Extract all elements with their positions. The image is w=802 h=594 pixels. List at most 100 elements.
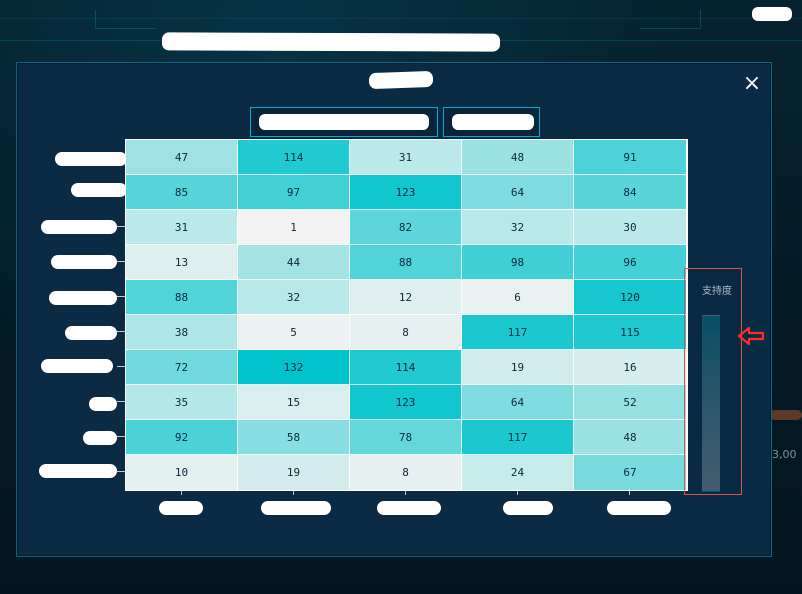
heatmap-cell: 64 xyxy=(462,175,574,210)
y-axis-tick xyxy=(117,331,125,332)
heatmap-cell: 67 xyxy=(574,455,686,490)
y-axis-tick xyxy=(117,401,125,402)
heatmap-cell: 24 xyxy=(462,455,574,490)
heatmap-cell: 38 xyxy=(126,315,238,350)
tab-label-redaction xyxy=(452,114,534,130)
heatmap-cell: 96 xyxy=(574,245,686,280)
heatmap-cell: 32 xyxy=(238,280,350,315)
y-axis-label-redaction xyxy=(41,220,117,234)
heatmap-cell: 31 xyxy=(126,210,238,245)
y-axis-tick xyxy=(117,471,125,472)
close-icon: × xyxy=(742,71,762,96)
heatmap-cell: 5 xyxy=(238,315,350,350)
heatmap-grid: 47 114 31 48 91 85 97 123 64 84 31 1 82 32 30 13 44 88 98 9… xyxy=(125,139,688,491)
background-bracket xyxy=(640,10,701,29)
heatmap-cell: 92 xyxy=(126,420,238,455)
y-axis-label-redaction xyxy=(55,152,127,166)
y-axis-label-redaction xyxy=(89,397,117,411)
y-axis-label-redaction xyxy=(65,326,117,340)
modal-title-redaction xyxy=(368,70,434,90)
heatmap-modal: × 47 114 31 48 91 85 97 123 64 84 31 1 82 32 30 13 44 88 9… xyxy=(16,62,772,557)
y-axis-label-redaction xyxy=(41,359,113,373)
heatmap-cell: 85 xyxy=(126,175,238,210)
heatmap-cell: 15 xyxy=(238,385,350,420)
heatmap-cell: 64 xyxy=(462,385,574,420)
heatmap-cell: 98 xyxy=(462,245,574,280)
heatmap-cell: 44 xyxy=(238,245,350,280)
heatmap-cell: 88 xyxy=(350,245,462,280)
x-axis-tick xyxy=(405,489,406,495)
heatmap-cell: 1 xyxy=(238,210,350,245)
heatmap-cell: 52 xyxy=(574,385,686,420)
y-axis-label-redaction xyxy=(51,255,117,269)
y-axis-tick xyxy=(117,156,125,157)
legend-title: 支持度 xyxy=(702,286,732,297)
heatmap-cell: 123 xyxy=(350,385,462,420)
heatmap-cell: 19 xyxy=(238,455,350,490)
x-axis-tick xyxy=(181,489,182,495)
background-bracket xyxy=(95,10,156,29)
arrow-left-icon xyxy=(737,326,765,346)
x-axis-tick xyxy=(517,489,518,495)
heatmap-cell: 97 xyxy=(238,175,350,210)
y-axis-tick xyxy=(117,261,125,262)
heatmap-cell: 82 xyxy=(350,210,462,245)
tab-primary[interactable] xyxy=(250,107,438,137)
heatmap-cell: 47 xyxy=(126,140,238,175)
heatmap-cell: 88 xyxy=(126,280,238,315)
tab-label-redaction xyxy=(259,114,429,130)
heatmap-cell: 12 xyxy=(350,280,462,315)
heatmap-cell: 35 xyxy=(126,385,238,420)
y-axis-tick xyxy=(117,366,125,367)
heatmap-cell: 19 xyxy=(462,350,574,385)
top-right-redaction xyxy=(752,7,792,21)
background-right-value: 3,00 xyxy=(772,448,797,461)
heatmap-cell: 78 xyxy=(350,420,462,455)
x-axis-label-redaction xyxy=(159,501,203,515)
heatmap-cell: 32 xyxy=(462,210,574,245)
y-axis-tick xyxy=(117,436,125,437)
heatmap-cell: 114 xyxy=(350,350,462,385)
y-axis-tick xyxy=(117,296,125,297)
y-axis-label-redaction xyxy=(39,464,117,478)
x-axis-label-redaction xyxy=(377,501,441,515)
dashboard-title-redaction xyxy=(161,32,501,52)
heatmap-cell: 6 xyxy=(462,280,574,315)
heatmap-cell: 8 xyxy=(350,455,462,490)
heatmap-cell: 58 xyxy=(238,420,350,455)
x-axis-tick xyxy=(293,489,294,495)
x-axis-label-redaction xyxy=(607,501,671,515)
x-axis-tick xyxy=(629,489,630,495)
close-button[interactable]: × xyxy=(741,73,763,95)
y-axis-label-redaction xyxy=(49,291,117,305)
tab-secondary[interactable] xyxy=(443,107,540,137)
heatmap-cell: 8 xyxy=(350,315,462,350)
heatmap-cell: 115 xyxy=(574,315,686,350)
legend-color-scale xyxy=(702,315,720,492)
y-axis-tick xyxy=(117,226,125,227)
heatmap-cell: 48 xyxy=(462,140,574,175)
background-pill xyxy=(770,410,802,420)
heatmap-cell: 84 xyxy=(574,175,686,210)
heatmap-cell: 114 xyxy=(238,140,350,175)
heatmap-cell: 132 xyxy=(238,350,350,385)
heatmap-cell: 10 xyxy=(126,455,238,490)
background-rule xyxy=(0,18,802,19)
heatmap-cell: 117 xyxy=(462,420,574,455)
x-axis-label-redaction xyxy=(503,501,553,515)
y-axis-label-redaction xyxy=(83,431,117,445)
heatmap-cell: 120 xyxy=(574,280,686,315)
heatmap-cell: 48 xyxy=(574,420,686,455)
y-axis-label-redaction xyxy=(71,183,127,197)
y-axis-tick xyxy=(117,191,125,192)
x-axis-label-redaction xyxy=(261,501,331,515)
heatmap-cell: 31 xyxy=(350,140,462,175)
legend-highlight-box xyxy=(684,268,742,495)
heatmap-cell: 117 xyxy=(462,315,574,350)
heatmap-cell: 30 xyxy=(574,210,686,245)
heatmap-cell: 91 xyxy=(574,140,686,175)
heatmap-cell: 16 xyxy=(574,350,686,385)
heatmap-cell: 123 xyxy=(350,175,462,210)
tabs xyxy=(250,107,540,137)
heatmap-cell: 72 xyxy=(126,350,238,385)
